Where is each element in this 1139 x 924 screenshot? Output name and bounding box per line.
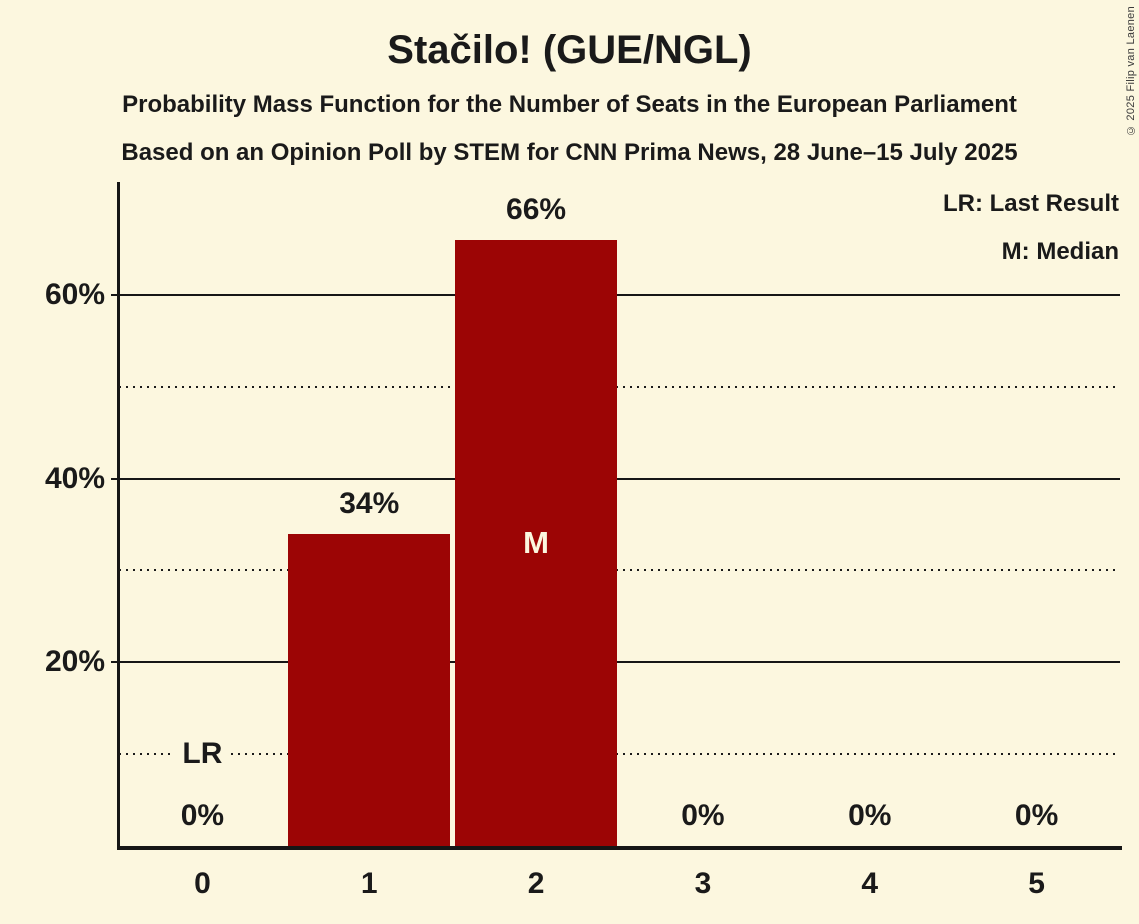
y-tick-label-40pct: 40% — [44, 461, 105, 495]
legend-last-result-entry: LR: Last Result — [942, 190, 1119, 217]
y-tick-label-60pct: 60% — [44, 277, 105, 311]
gridline-20pct — [119, 661, 1120, 664]
bar-seats-1 — [288, 533, 451, 846]
y-axis-tick-20pct — [111, 661, 119, 664]
chart-legend: LR: Last Result M: Median — [943, 180, 1119, 276]
chart-poll-subtitle: Based on an Opinion Poll by STEM for CNN… — [121, 139, 1018, 166]
x-tick-label-4: 4 — [861, 867, 879, 900]
last-result-label-text: LR — [175, 736, 230, 773]
y-axis-tick-40pct — [111, 477, 119, 480]
gridline-40pct — [119, 477, 1120, 480]
y-tick-label-20pct: 20% — [44, 645, 105, 679]
last-result-label: LR — [119, 736, 286, 773]
bar-value-label-2: 66% — [506, 192, 567, 226]
median-marker-label: M — [523, 524, 549, 560]
bar-value-label-1: 34% — [339, 486, 400, 520]
x-tick-label-1: 1 — [360, 867, 378, 900]
x-tick-label-0: 0 — [194, 867, 211, 900]
legend-median-entry: M: Median — [1001, 238, 1119, 265]
plot-area: 0% 34% 66% 0% 0% 0% M LR — [119, 180, 1120, 846]
x-tick-label-2: 2 — [527, 867, 545, 900]
bar-value-label-3: 0% — [681, 799, 725, 832]
x-tick-label-5: 5 — [1028, 867, 1045, 900]
bar-value-label-0: 0% — [180, 799, 225, 832]
bar-seats-2 — [455, 239, 618, 846]
bar-value-label-5: 0% — [1014, 799, 1059, 832]
dotted-gridline-50pct — [119, 385, 1120, 388]
dotted-gridline-30pct — [119, 569, 1120, 572]
dotted-gridline-10pct — [119, 753, 1120, 756]
x-tick-label-3: 3 — [694, 867, 712, 900]
chart-subtitle: Probability Mass Function for the Number… — [122, 91, 1017, 118]
copyright-notice: © 2025 Filip van Laenen — [1125, 6, 1137, 137]
x-axis-line — [117, 846, 1122, 850]
gridline-60pct — [119, 293, 1120, 296]
bar-value-label-4: 0% — [848, 799, 892, 832]
chart-title: Stačilo! (GUE/NGL) — [387, 28, 752, 72]
y-axis-line — [117, 182, 120, 850]
y-axis-tick-60pct — [111, 293, 119, 296]
